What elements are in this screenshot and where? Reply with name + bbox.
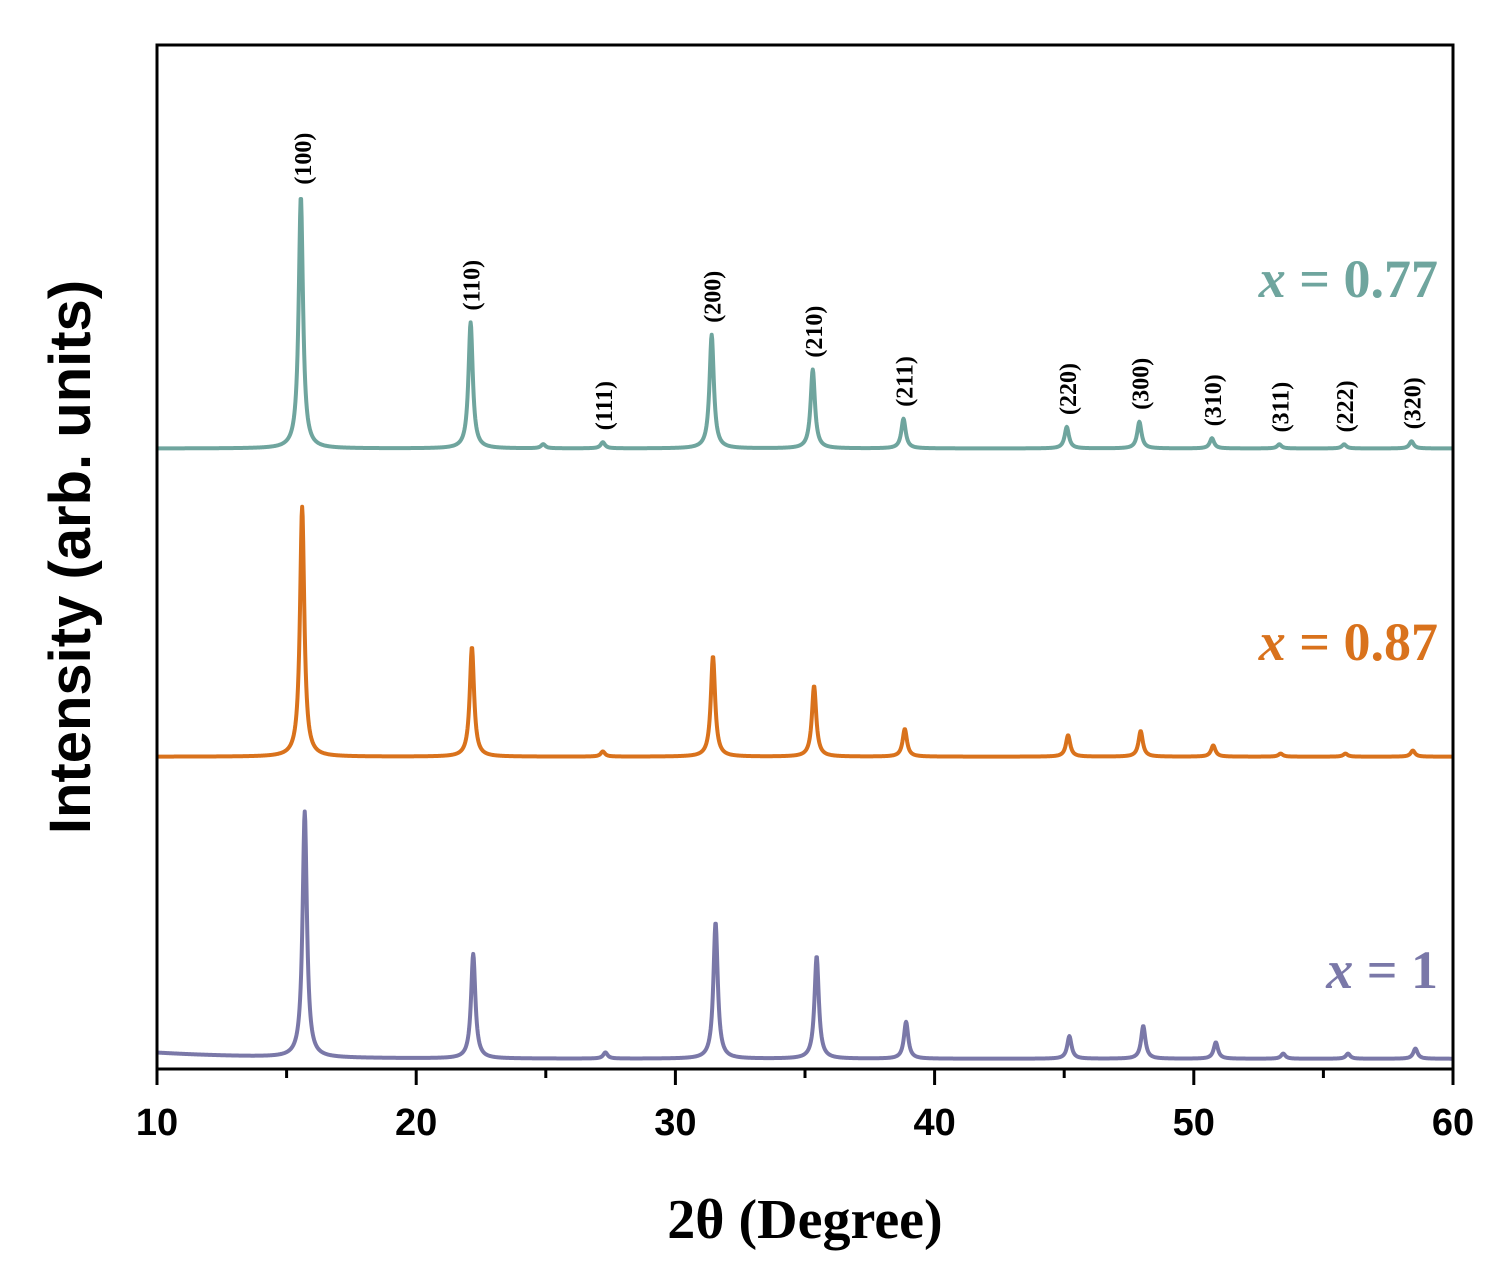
peak-label: (220) xyxy=(1056,363,1082,415)
x-axis-ticks: 10 20 30 40 50 60 xyxy=(136,1069,1474,1144)
x-tick-label: 40 xyxy=(913,1102,955,1144)
series-labels: x = 0.77x = 0.87x = 1 xyxy=(1258,249,1438,1000)
plot-frame xyxy=(155,43,1455,1071)
peak-label: (222) xyxy=(1333,380,1359,432)
series-label: x = 1 xyxy=(1325,940,1438,1000)
series-label-var: x xyxy=(1258,249,1286,309)
x-tick-label: 30 xyxy=(654,1102,696,1144)
peak-label: (211) xyxy=(893,356,919,407)
series-line-1 xyxy=(155,504,1455,759)
peak-label: (100) xyxy=(291,133,317,185)
peak-labels: (100) (110) (111) (200) (210) (211) (220) (300)… xyxy=(291,133,1426,433)
peak-label: (111) xyxy=(592,381,618,430)
peak-label: (311) xyxy=(1268,382,1294,433)
peak-label: (320) xyxy=(1401,377,1427,429)
x-axis-label: 2θ (Degree) xyxy=(667,1189,942,1251)
series-label-value: = 0.77 xyxy=(1286,249,1438,309)
y-axis-label: Intensity (arb. units) xyxy=(38,280,103,834)
x-tick-label: 10 xyxy=(136,1102,178,1144)
x-tick-label: 60 xyxy=(1432,1102,1474,1144)
series-label: x = 0.77 xyxy=(1258,249,1438,309)
series-label: x = 0.87 xyxy=(1258,612,1438,672)
peak-label: (200) xyxy=(701,271,727,323)
x-tick-label: 50 xyxy=(1173,1102,1215,1144)
peak-label: (210) xyxy=(802,306,828,358)
series-layer xyxy=(155,197,1455,1061)
peak-label: (110) xyxy=(460,260,486,311)
series-line-2 xyxy=(155,809,1455,1061)
series-line-0 xyxy=(155,197,1455,451)
series-label-var: x xyxy=(1258,612,1286,672)
x-tick-label: 20 xyxy=(395,1102,437,1144)
peak-label: (300) xyxy=(1128,358,1154,410)
peak-label: (310) xyxy=(1201,374,1227,426)
series-label-var: x xyxy=(1325,940,1353,1000)
series-label-value: = 0.87 xyxy=(1286,612,1438,672)
series-label-value: = 1 xyxy=(1353,940,1438,1000)
